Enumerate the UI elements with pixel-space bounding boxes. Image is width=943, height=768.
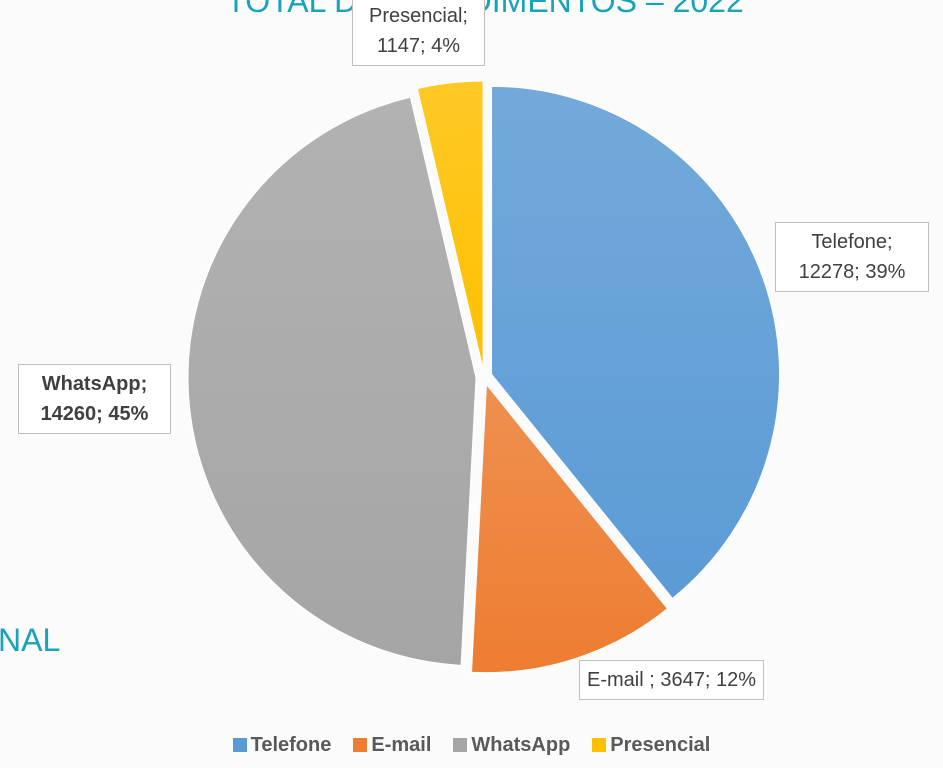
pie-slice	[470, 383, 669, 674]
background-text: NAL	[0, 622, 61, 658]
legend-label: Presencial	[610, 734, 711, 756]
data-label: Telefone; 12278; 39%	[775, 222, 929, 292]
legend-item: Presencial	[592, 734, 710, 757]
legend-label: Telefone	[250, 734, 332, 756]
pie-slice	[187, 96, 477, 666]
pie-slice	[416, 80, 484, 370]
data-label: Presencial; 1147; 4%	[352, 0, 485, 66]
legend-swatch	[353, 738, 368, 752]
legend-item: WhatsApp	[453, 734, 570, 757]
legend-swatch	[232, 738, 247, 752]
data-label: WhatsApp; 14260; 45%	[18, 364, 171, 434]
legend-swatch	[592, 738, 607, 752]
legend-label: WhatsApp	[471, 734, 571, 756]
legend: Telefone E-mail WhatsApp Presencial	[0, 734, 943, 757]
legend-label: E-mail	[371, 734, 432, 756]
legend-item: E-mail	[353, 734, 431, 757]
legend-item: Telefone	[232, 734, 332, 757]
pie-slice	[491, 85, 780, 600]
data-label: E-mail ; 3647; 12%	[579, 660, 764, 700]
legend-swatch	[453, 738, 468, 752]
